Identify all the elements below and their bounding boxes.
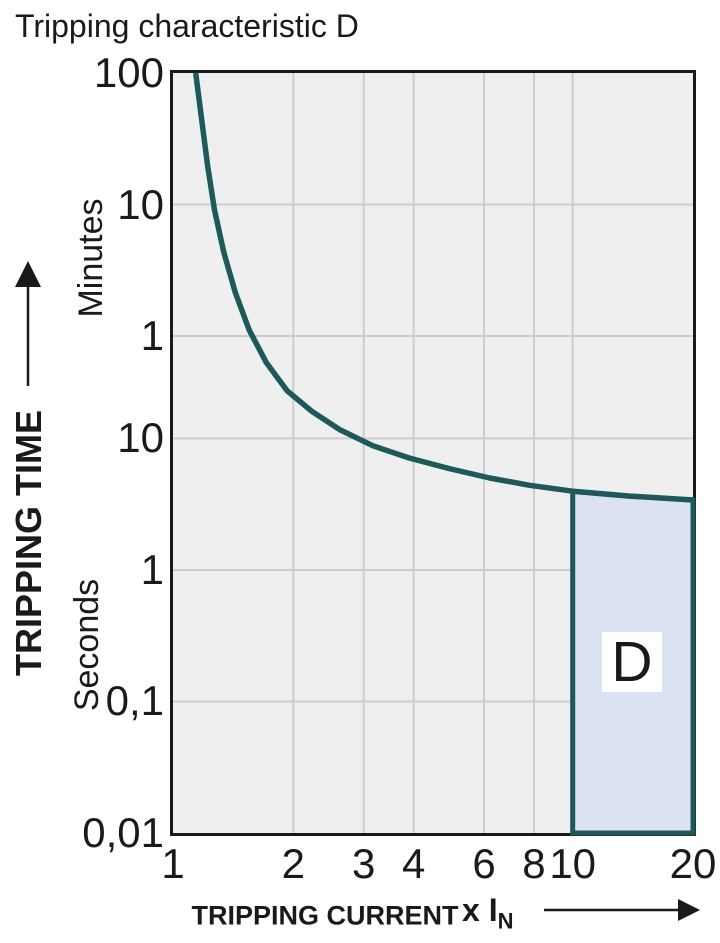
x-tick-label: 8 bbox=[522, 840, 546, 887]
y-tick-label: 1 bbox=[140, 545, 164, 593]
up-arrow-icon bbox=[15, 261, 41, 386]
x-axis-unit-subscript: N bbox=[497, 908, 514, 934]
plot-area bbox=[170, 70, 696, 836]
region-label: D bbox=[602, 632, 662, 692]
plot-svg bbox=[173, 72, 696, 836]
y-tick-label: 10 bbox=[117, 180, 164, 228]
x-tick-label: 2 bbox=[281, 840, 305, 887]
x-tick-label: 10 bbox=[549, 840, 597, 887]
x-tick-label: 1 bbox=[161, 840, 185, 887]
x-axis-title: TRIPPING CURRENT bbox=[191, 900, 459, 931]
y-tick-label: 0,01 bbox=[82, 809, 164, 856]
y-tick-label: 10 bbox=[117, 414, 164, 462]
y-axis-unit-minutes: Minutes bbox=[72, 198, 110, 318]
y-tick-label: 1 bbox=[140, 312, 164, 360]
x-tick-label: 6 bbox=[472, 840, 496, 887]
y-axis-title: TRIPPING TIME bbox=[8, 409, 49, 677]
x-tick-label: 4 bbox=[401, 840, 426, 887]
tripping-curve bbox=[192, 72, 694, 503]
y-tick-label: 100 bbox=[93, 49, 164, 96]
right-arrow-icon bbox=[544, 899, 700, 921]
x-axis-unit: x IN bbox=[462, 892, 514, 934]
chart-title: Tripping characteristic D bbox=[15, 8, 359, 44]
y-axis-unit-seconds: Seconds bbox=[68, 578, 106, 712]
x-tick-label: 3 bbox=[352, 840, 376, 887]
y-tick-label: 0,1 bbox=[105, 677, 164, 725]
x-tick-label: 20 bbox=[669, 840, 717, 887]
x-axis-unit-prefix: x I bbox=[462, 892, 498, 928]
